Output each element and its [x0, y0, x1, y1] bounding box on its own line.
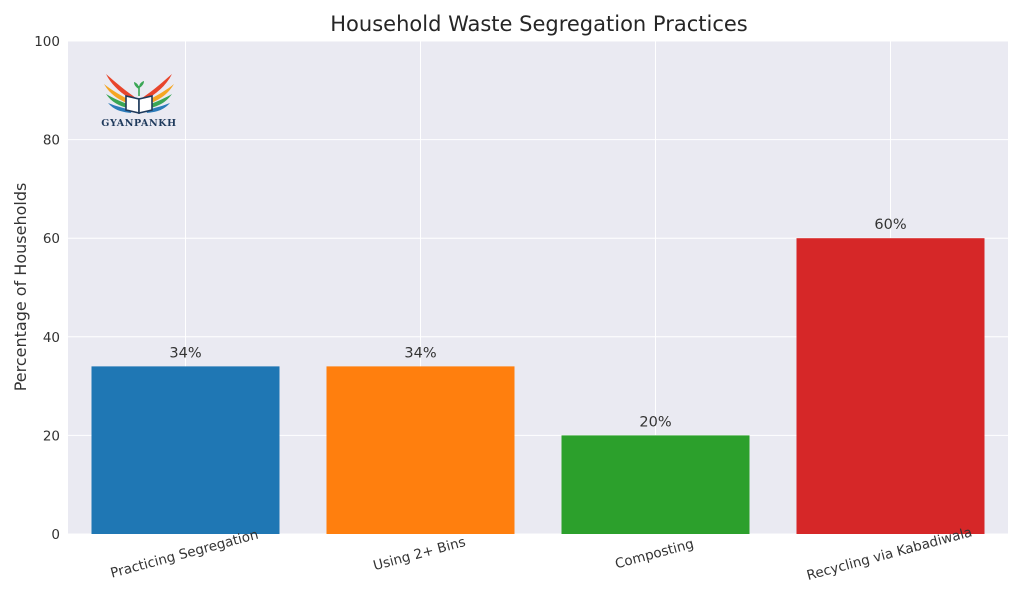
y-tick-label: 40	[43, 330, 60, 346]
bar-value-label: 34%	[404, 345, 436, 361]
y-axis-ticks: 0 20 40 60 80 100	[34, 34, 60, 543]
x-tick-label: Composting	[613, 536, 695, 572]
bar-value-label: 60%	[874, 217, 906, 233]
y-tick-label: 20	[43, 428, 60, 444]
bars	[91, 238, 985, 534]
x-tick-label: Using 2+ Bins	[372, 534, 468, 574]
bar	[561, 435, 750, 534]
y-tick-label: 100	[34, 34, 60, 50]
data-labels: 34% 34% 20% 60%	[169, 217, 906, 430]
y-tick-label: 0	[51, 527, 60, 543]
open-book-wings-icon	[104, 74, 174, 115]
bar	[326, 366, 515, 534]
gyanpankh-logo: GYANPANKH	[101, 74, 176, 129]
y-tick-label: 80	[43, 133, 60, 149]
logo-text: GYANPANKH	[101, 118, 176, 129]
x-tick-label: Practicing Segregation	[109, 527, 260, 582]
y-tick-label: 60	[43, 231, 60, 247]
bar-value-label: 20%	[639, 414, 671, 430]
y-axis-label: Percentage of Households	[11, 183, 30, 392]
bar	[91, 366, 280, 534]
bar	[796, 238, 985, 534]
bar-value-label: 34%	[169, 345, 201, 361]
chart-title: Household Waste Segregation Practices	[330, 12, 747, 36]
